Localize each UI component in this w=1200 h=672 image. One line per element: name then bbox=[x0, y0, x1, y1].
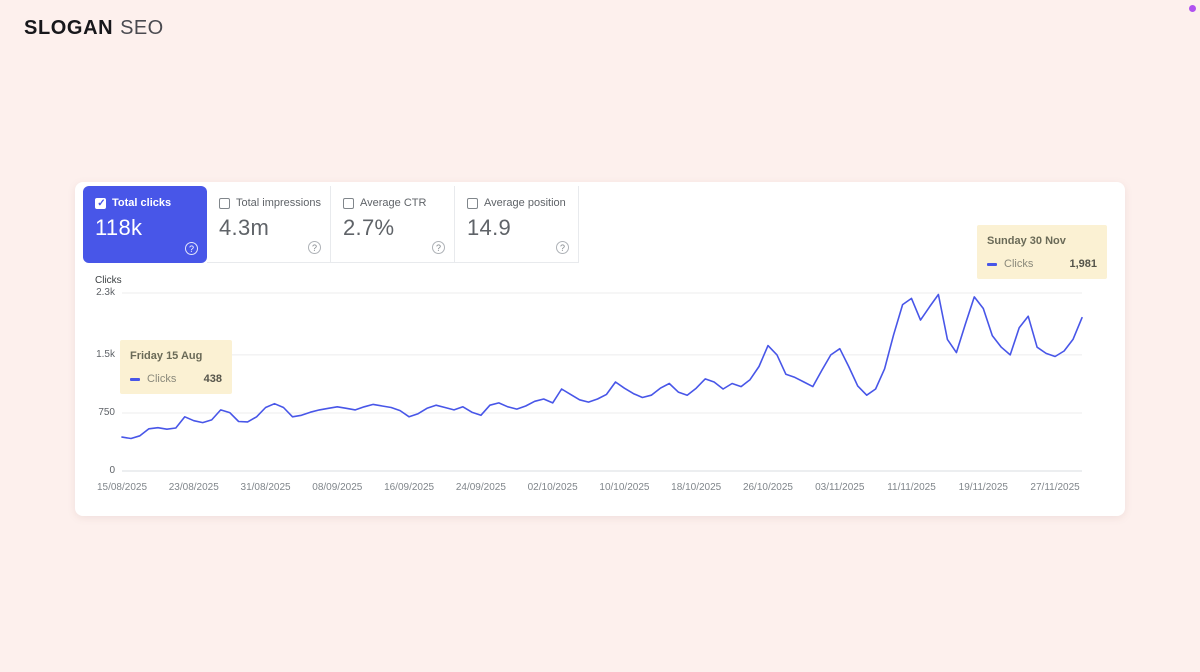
series-legend-mark-icon bbox=[130, 377, 140, 381]
x-axis-label: 26/10/2025 bbox=[742, 482, 793, 493]
y-axis-label: 1.5k bbox=[96, 348, 115, 360]
metric-label: Average position bbox=[484, 197, 566, 209]
help-icon[interactable]: ? bbox=[185, 242, 198, 255]
checkbox-unchecked-icon[interactable] bbox=[343, 197, 354, 209]
x-axis-label: 31/08/2025 bbox=[240, 482, 291, 493]
x-axis-label: 03/11/2025 bbox=[815, 482, 865, 493]
help-icon[interactable]: ? bbox=[556, 241, 569, 254]
tooltip-series-label: Clicks bbox=[1004, 258, 1034, 270]
metric-value: 4.3m bbox=[219, 215, 270, 240]
checkbox-unchecked-icon[interactable] bbox=[467, 197, 478, 209]
tooltip-value: 438 bbox=[203, 373, 222, 385]
x-axis-label: 10/10/2025 bbox=[599, 482, 650, 493]
brand-suffix: SEO bbox=[120, 17, 164, 39]
x-axis-label: 24/09/2025 bbox=[455, 482, 506, 493]
y-axis-label: 0 bbox=[109, 465, 115, 476]
metric-label: Average CTR bbox=[360, 197, 427, 209]
tab-total-impressions[interactable]: Total impressions 4.3m ? bbox=[207, 186, 331, 263]
tab-header: Total clicks bbox=[95, 197, 195, 210]
tab-average-position[interactable]: Average position 14.9 ? bbox=[455, 186, 579, 263]
tooltip-row: Clicks 1,981 bbox=[987, 258, 1097, 270]
x-axis-label: 16/09/2025 bbox=[384, 482, 435, 493]
metric-value: 14.9 bbox=[467, 215, 512, 240]
tooltip-date: Friday 15 Aug bbox=[130, 350, 203, 362]
tab-average-ctr[interactable]: Average CTR 2.7% ? bbox=[331, 186, 455, 263]
metric-value: 2.7% bbox=[343, 215, 395, 240]
tooltip-friday-15-aug: Friday 15 Aug Clicks 438 bbox=[120, 340, 232, 394]
x-axis-label: 19/11/2025 bbox=[958, 482, 1008, 493]
clicks-series-line bbox=[121, 293, 1083, 440]
tooltip-date: Sunday 30 Nov bbox=[987, 235, 1066, 247]
x-axis-label: 15/08/2025 bbox=[96, 482, 148, 493]
tooltip-row: Clicks 438 bbox=[130, 373, 222, 385]
clicks-line-chart[interactable] bbox=[121, 292, 1083, 472]
tab-total-clicks[interactable]: Total clicks 118k ? bbox=[83, 186, 207, 263]
x-axis-label: 18/10/2025 bbox=[671, 482, 722, 493]
x-axis-label: 08/09/2025 bbox=[312, 482, 363, 493]
series-legend-mark-icon bbox=[987, 262, 997, 266]
tab-header: Average position bbox=[467, 197, 566, 209]
chart-gridlines bbox=[122, 292, 1082, 472]
y-axis-label: 2.3k bbox=[96, 287, 115, 298]
x-axis-label: 23/08/2025 bbox=[168, 482, 219, 493]
x-axis-label: 11/11/2025 bbox=[887, 482, 936, 493]
y-axis-label: 750 bbox=[98, 406, 115, 418]
metric-value: 118k bbox=[95, 215, 143, 240]
metric-label: Total impressions bbox=[236, 197, 321, 209]
tooltip-series-label: Clicks bbox=[147, 373, 177, 385]
help-icon[interactable]: ? bbox=[432, 241, 445, 254]
help-icon[interactable]: ? bbox=[308, 241, 321, 254]
tab-header: Average CTR bbox=[343, 197, 442, 209]
checkbox-checked-icon[interactable] bbox=[95, 197, 107, 210]
performance-card: Total clicks 118k ? Total impressions 4.… bbox=[75, 182, 1125, 516]
x-axis-label: 27/11/2025 bbox=[1030, 482, 1080, 493]
x-axis-label: 02/10/2025 bbox=[527, 482, 578, 493]
y-axis-title: Clicks bbox=[95, 275, 122, 286]
brand-logo: SLOGAN SEO bbox=[24, 17, 164, 40]
checkbox-unchecked-icon[interactable] bbox=[219, 197, 230, 209]
corner-dot-icon bbox=[1189, 5, 1196, 12]
brand-name: SLOGAN bbox=[24, 17, 114, 39]
metric-tabs: Total clicks 118k ? Total impressions 4.… bbox=[83, 186, 579, 263]
tooltip-sunday-30-nov: Sunday 30 Nov Clicks 1,981 bbox=[977, 225, 1107, 279]
tab-header: Total impressions bbox=[219, 197, 321, 209]
tooltip-value: 1,981 bbox=[1069, 258, 1097, 270]
metric-label: Total clicks bbox=[112, 197, 172, 209]
